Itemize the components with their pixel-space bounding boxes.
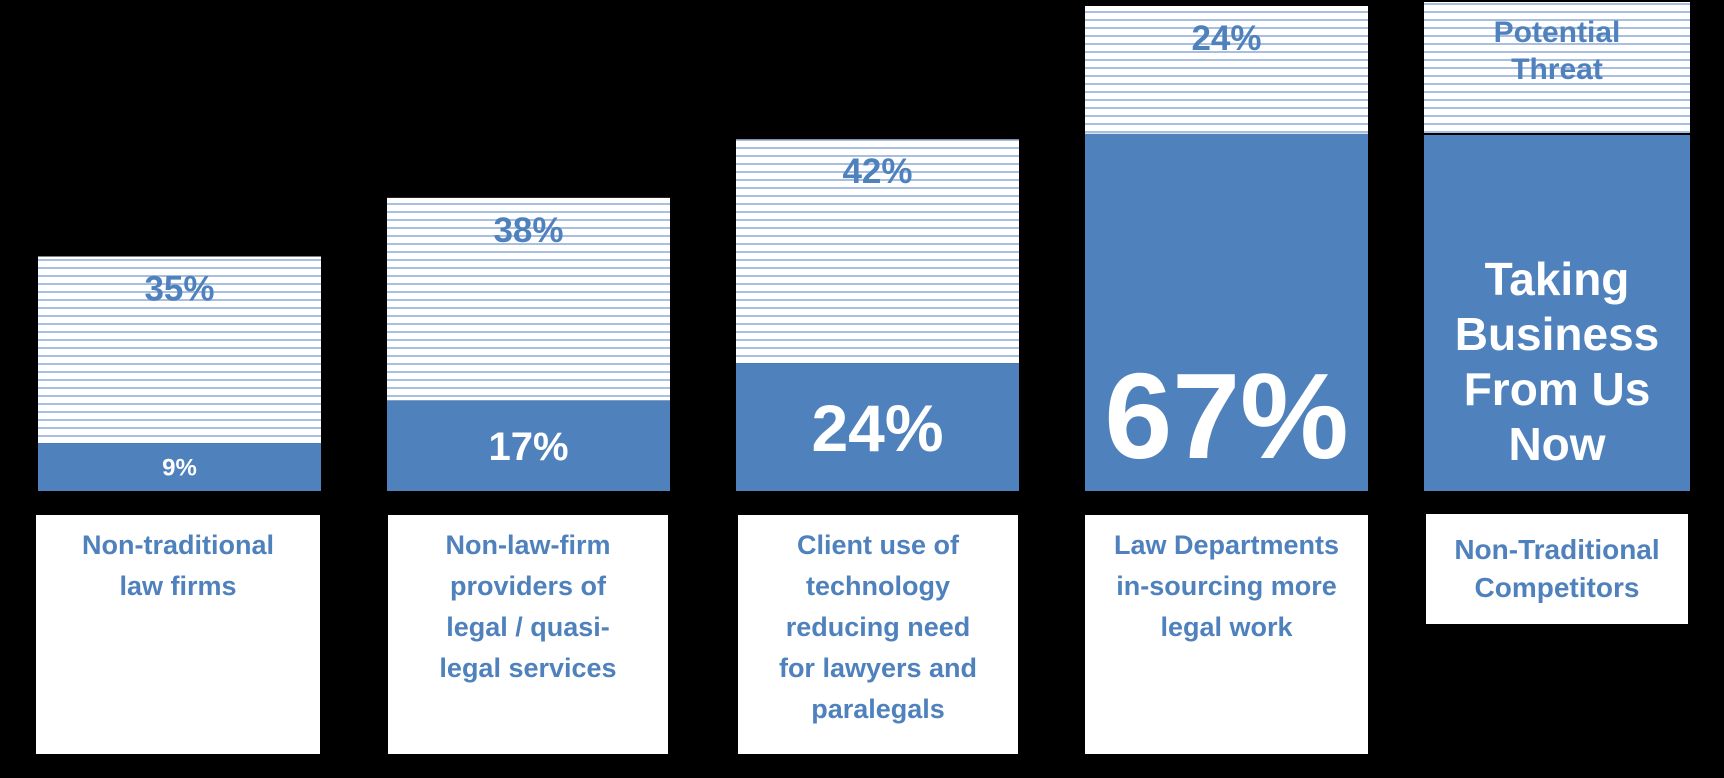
category-box-3: Law Departments in-sourcing more legal w… bbox=[1085, 515, 1368, 754]
bar-current-2 bbox=[736, 363, 1019, 491]
category-box-2: Client use of technology reducing need f… bbox=[738, 515, 1018, 754]
bar-current-3 bbox=[1085, 133, 1368, 491]
legend-swatch-potential bbox=[1424, 2, 1690, 133]
bar-potential-2 bbox=[736, 139, 1019, 364]
category-box-0: Non-traditional law firms bbox=[36, 515, 320, 754]
data-label-potential-3: 24% bbox=[1191, 19, 1261, 58]
data-label-current-2: 24% bbox=[811, 391, 943, 465]
category-label-1: Non-law-firm providers of legal / quasi-… bbox=[439, 530, 617, 683]
category-label-0: Non-traditional law firms bbox=[82, 530, 274, 601]
legend-label-potential: Potential Threat bbox=[1494, 16, 1621, 86]
category-label-3: Law Departments in-sourcing more legal w… bbox=[1113, 530, 1340, 642]
bar-potential-3 bbox=[1085, 6, 1368, 134]
legend-label-current: Taking Business From Us Now bbox=[1455, 253, 1660, 470]
legend-title-box: Non-Traditional Competitors bbox=[1426, 514, 1688, 624]
bar-current-1 bbox=[387, 400, 670, 491]
data-label-current-3: 67% bbox=[1104, 348, 1348, 484]
legend-title: Non-Traditional Competitors bbox=[1454, 534, 1660, 603]
data-label-potential-0: 35% bbox=[144, 269, 214, 308]
data-label-potential-2: 42% bbox=[842, 152, 912, 191]
data-label-current-0: 9% bbox=[162, 455, 197, 482]
bar-potential-0 bbox=[38, 256, 321, 444]
bar-current-0 bbox=[38, 443, 321, 491]
bar-potential-1 bbox=[387, 197, 670, 401]
legend-swatch-current bbox=[1424, 135, 1690, 491]
category-label-2: Client use of technology reducing need f… bbox=[778, 530, 978, 724]
category-box-1: Non-law-firm providers of legal / quasi-… bbox=[388, 515, 668, 754]
data-label-current-1: 17% bbox=[488, 425, 568, 469]
data-label-potential-1: 38% bbox=[493, 211, 563, 250]
